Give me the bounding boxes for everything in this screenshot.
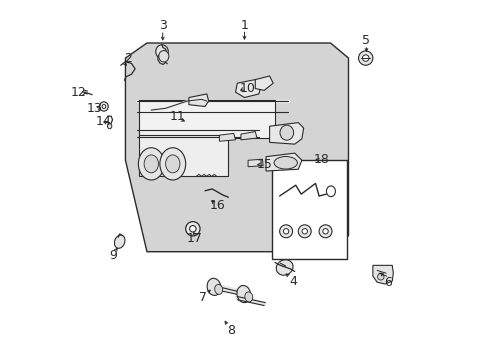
Ellipse shape [279,225,292,238]
Text: 10: 10 [240,82,256,95]
Ellipse shape [185,222,200,236]
Polygon shape [255,76,273,90]
Ellipse shape [326,186,335,197]
Ellipse shape [107,124,112,129]
Ellipse shape [207,278,221,296]
Ellipse shape [358,51,372,65]
Polygon shape [241,132,257,140]
Ellipse shape [244,292,252,302]
Ellipse shape [377,274,383,280]
Ellipse shape [100,102,108,111]
Bar [139,135,228,176]
Text: 8: 8 [226,324,234,337]
Text: 15: 15 [256,158,272,171]
Polygon shape [125,43,348,252]
Ellipse shape [214,284,222,294]
Ellipse shape [276,260,292,275]
Ellipse shape [236,285,250,303]
Text: 5: 5 [362,34,370,48]
Polygon shape [219,134,235,141]
Text: 9: 9 [109,249,117,262]
Ellipse shape [102,104,105,108]
Ellipse shape [160,148,185,180]
Text: 17: 17 [187,231,203,244]
Ellipse shape [298,225,310,238]
Bar [139,100,274,138]
Text: 11: 11 [169,110,185,123]
Text: 12: 12 [71,86,86,99]
Bar [272,160,346,259]
Text: 14: 14 [96,115,112,128]
Polygon shape [265,153,301,171]
Ellipse shape [114,235,125,248]
Ellipse shape [302,229,307,234]
Text: 3: 3 [159,19,166,32]
Ellipse shape [283,229,288,234]
Ellipse shape [280,125,293,140]
Text: 13: 13 [86,102,102,115]
Ellipse shape [319,225,331,238]
Polygon shape [372,265,392,284]
Ellipse shape [165,155,180,173]
Ellipse shape [362,55,368,61]
Text: 2: 2 [124,51,132,64]
Ellipse shape [144,155,158,173]
Text: 6: 6 [383,276,391,289]
Text: 7: 7 [199,291,207,304]
Ellipse shape [322,229,327,234]
Ellipse shape [155,45,168,58]
Text: 4: 4 [288,275,296,288]
Ellipse shape [189,226,196,232]
Polygon shape [269,123,303,144]
Polygon shape [188,94,208,107]
Polygon shape [235,80,260,98]
Text: 16: 16 [209,199,225,212]
Polygon shape [247,159,263,167]
Ellipse shape [159,50,168,62]
Text: 1: 1 [240,19,248,32]
Text: 18: 18 [313,153,329,166]
Ellipse shape [274,157,297,169]
Ellipse shape [138,148,164,180]
